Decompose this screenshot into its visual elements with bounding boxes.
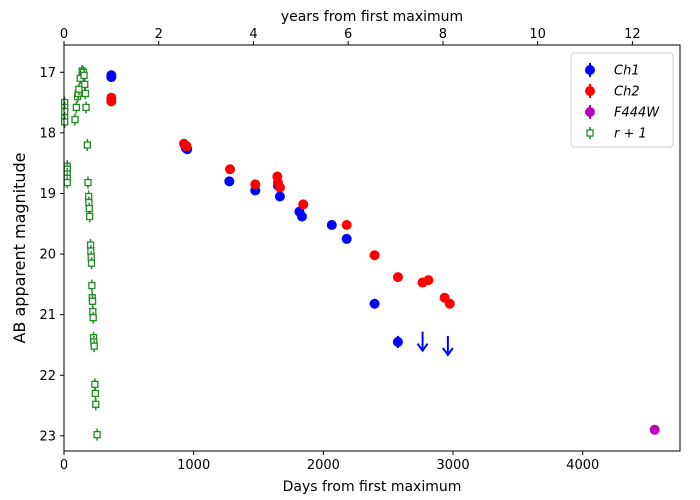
data-point: [444, 298, 455, 309]
upper-limit-arrow: [416, 343, 429, 353]
legend-marker: [586, 129, 594, 137]
top-x-tick-label: 4: [249, 27, 257, 42]
data-point: [92, 400, 100, 408]
data-point: [296, 211, 307, 222]
top-x-tick-label: 2: [155, 27, 163, 42]
legend-label: Ch2: [614, 85, 640, 100]
data-point: [82, 103, 90, 112]
data-point: [83, 141, 91, 149]
y-tick-label: 23: [39, 429, 56, 444]
x-tick-label: 3000: [437, 458, 470, 473]
data-point: [80, 71, 88, 79]
legend-item: Ch1: [585, 63, 640, 79]
top-x-tick-label: 8: [439, 27, 447, 42]
data-point: [106, 72, 117, 83]
data-point: [86, 212, 94, 221]
data-point: [341, 219, 352, 230]
data-point: [392, 336, 403, 347]
legend-marker: [585, 86, 595, 96]
top-x-tick-label: 6: [344, 27, 352, 42]
legend-item: r + 1: [586, 127, 647, 142]
data-point: [81, 89, 90, 98]
y-axis-title: AB apparent magnitude: [10, 152, 29, 343]
data-point: [89, 314, 97, 322]
series-ch2: [106, 92, 455, 309]
top-x-tick-label: 0: [60, 27, 68, 42]
data-point: [60, 118, 69, 126]
legend-label: r + 1: [614, 127, 647, 142]
series-f444w: [649, 424, 660, 435]
data-point: [91, 380, 99, 388]
top-x-axis: 0 2 4 6 8 10 12: [60, 27, 641, 45]
y-tick-label: 17: [39, 66, 56, 81]
data-point: [84, 178, 92, 187]
y-tick-label: 18: [39, 126, 56, 141]
top-x-axis-title: years from first maximum: [281, 9, 463, 25]
data-point: [274, 191, 285, 202]
data-point: [91, 389, 100, 398]
data-point: [369, 250, 380, 261]
data-point: [90, 342, 98, 350]
x-tick-label: 1000: [177, 458, 210, 473]
data-point: [71, 115, 79, 124]
legend-item: F444W: [585, 105, 660, 121]
top-x-tick-label: 10: [529, 27, 546, 42]
data-point: [72, 103, 80, 112]
data-point: [649, 424, 660, 435]
data-point: [298, 199, 309, 210]
data-point: [106, 96, 117, 107]
data-point: [181, 141, 192, 152]
data-point: [93, 430, 101, 439]
y-tick-label: 21: [39, 308, 56, 323]
data-point: [369, 298, 380, 309]
upper-limit-arrow: [442, 347, 454, 357]
legend-label: F444W: [614, 106, 660, 121]
data-point: [81, 80, 89, 89]
data-point: [326, 219, 337, 230]
data-point: [87, 259, 96, 267]
legend-label: Ch1: [614, 64, 640, 79]
y-tick-label: 19: [39, 187, 56, 202]
x-axis-title: Days from first maximum: [283, 479, 462, 495]
legend: Ch1 Ch2 F444W r + 1: [570, 52, 674, 148]
data-point: [75, 85, 83, 93]
data-point: [250, 179, 261, 190]
data-point: [341, 233, 352, 244]
plot-frame: [63, 44, 681, 452]
legend-item: Ch2: [585, 84, 640, 100]
data-point: [88, 281, 96, 290]
y-axis: 17 18 19 20 21 22 23: [39, 66, 64, 444]
data-point: [274, 182, 285, 193]
legend-marker: [585, 65, 595, 75]
data-layer: [60, 65, 660, 441]
data-point: [88, 297, 97, 305]
series-r-1: [60, 65, 101, 441]
legend-marker: [585, 107, 595, 117]
data-point: [224, 176, 235, 187]
top-x-tick-label: 12: [624, 27, 641, 42]
x-axis: 0 1000 2000 3000 4000: [60, 451, 599, 473]
data-point: [63, 178, 71, 187]
y-tick-label: 20: [39, 248, 56, 263]
data-point: [423, 275, 434, 286]
y-tick-label: 22: [39, 369, 56, 384]
legend-frame: [570, 52, 674, 148]
x-tick-label: 2000: [307, 458, 340, 473]
data-point: [224, 164, 235, 175]
data-point: [392, 272, 403, 283]
x-tick-label: 0: [60, 458, 68, 473]
x-tick-label: 4000: [566, 458, 599, 473]
